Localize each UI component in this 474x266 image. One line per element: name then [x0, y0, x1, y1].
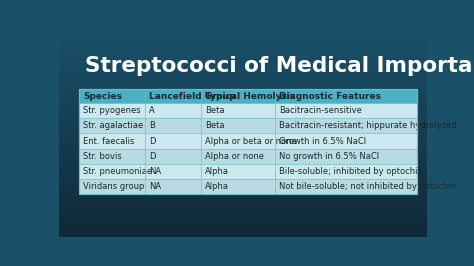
Bar: [59, 129, 427, 134]
Bar: [59, 232, 427, 237]
Bar: [59, 93, 427, 98]
FancyBboxPatch shape: [80, 89, 418, 103]
Text: Bacitracin-resistant; hippurate hydrolyzed: Bacitracin-resistant; hippurate hydrolyz…: [279, 122, 457, 130]
Text: Alpha or beta or none: Alpha or beta or none: [205, 136, 297, 146]
Bar: [59, 88, 427, 93]
Text: Typical Hemolysis: Typical Hemolysis: [205, 92, 295, 101]
Bar: [59, 186, 427, 191]
Bar: [59, 47, 427, 52]
Text: Bacitracin-sensitive: Bacitracin-sensitive: [279, 106, 362, 115]
Bar: [59, 57, 427, 63]
Text: Lancefield Group: Lancefield Group: [149, 92, 236, 101]
Bar: [59, 109, 427, 114]
Bar: [59, 211, 427, 216]
Bar: [59, 139, 427, 145]
FancyBboxPatch shape: [80, 89, 418, 194]
Bar: [59, 134, 427, 139]
Text: Not bile-soluble; not inhibited by optochin: Not bile-soluble; not inhibited by optoc…: [279, 182, 456, 191]
Text: NA: NA: [149, 182, 161, 191]
FancyBboxPatch shape: [80, 164, 418, 179]
Bar: [59, 201, 427, 206]
Bar: [59, 98, 427, 104]
Bar: [59, 37, 427, 42]
Bar: [59, 68, 427, 73]
FancyBboxPatch shape: [80, 118, 418, 134]
Bar: [59, 226, 427, 232]
Bar: [59, 206, 427, 211]
Text: D: D: [149, 136, 155, 146]
Bar: [59, 63, 427, 68]
Bar: [59, 42, 427, 47]
Bar: [59, 150, 427, 155]
Text: Beta: Beta: [205, 106, 224, 115]
Bar: [59, 216, 427, 221]
FancyBboxPatch shape: [80, 103, 418, 118]
Text: Alpha or none: Alpha or none: [205, 152, 264, 161]
Bar: [59, 160, 427, 165]
Text: Bile-soluble; inhibited by optochin: Bile-soluble; inhibited by optochin: [279, 167, 423, 176]
Text: Streptococci of Medical Importance: Streptococci of Medical Importance: [85, 56, 474, 77]
FancyBboxPatch shape: [80, 179, 418, 194]
Bar: [59, 175, 427, 180]
Text: A: A: [149, 106, 155, 115]
Text: Growth in 6.5% NaCl: Growth in 6.5% NaCl: [279, 136, 366, 146]
Text: D: D: [149, 152, 155, 161]
Bar: [59, 119, 427, 124]
Bar: [59, 191, 427, 196]
Text: Alpha: Alpha: [205, 182, 229, 191]
Text: Str. pneumoniae: Str. pneumoniae: [83, 167, 152, 176]
Bar: [59, 52, 427, 57]
Text: Ent. faecalis: Ent. faecalis: [83, 136, 135, 146]
Text: Str. pyogenes: Str. pyogenes: [83, 106, 141, 115]
Bar: [59, 114, 427, 119]
Text: Species: Species: [83, 92, 122, 101]
Text: B: B: [149, 122, 155, 130]
Bar: [59, 104, 427, 109]
Bar: [59, 145, 427, 150]
Text: No growth in 6.5% NaCl: No growth in 6.5% NaCl: [279, 152, 379, 161]
Text: Str. bovis: Str. bovis: [83, 152, 122, 161]
FancyBboxPatch shape: [80, 134, 418, 148]
Bar: [59, 78, 427, 83]
Bar: [59, 165, 427, 170]
Bar: [59, 180, 427, 186]
Bar: [59, 170, 427, 175]
Bar: [59, 73, 427, 78]
Text: Alpha: Alpha: [205, 167, 229, 176]
Text: Diagnostic Features: Diagnostic Features: [279, 92, 381, 101]
Bar: [59, 83, 427, 88]
Text: Viridans group: Viridans group: [83, 182, 145, 191]
Bar: [59, 221, 427, 226]
Bar: [59, 155, 427, 160]
Bar: [59, 32, 427, 37]
Text: NA: NA: [149, 167, 161, 176]
FancyBboxPatch shape: [80, 148, 418, 164]
Bar: [59, 124, 427, 129]
Text: Str. agalactiae: Str. agalactiae: [83, 122, 143, 130]
Bar: [59, 196, 427, 201]
Text: Beta: Beta: [205, 122, 224, 130]
